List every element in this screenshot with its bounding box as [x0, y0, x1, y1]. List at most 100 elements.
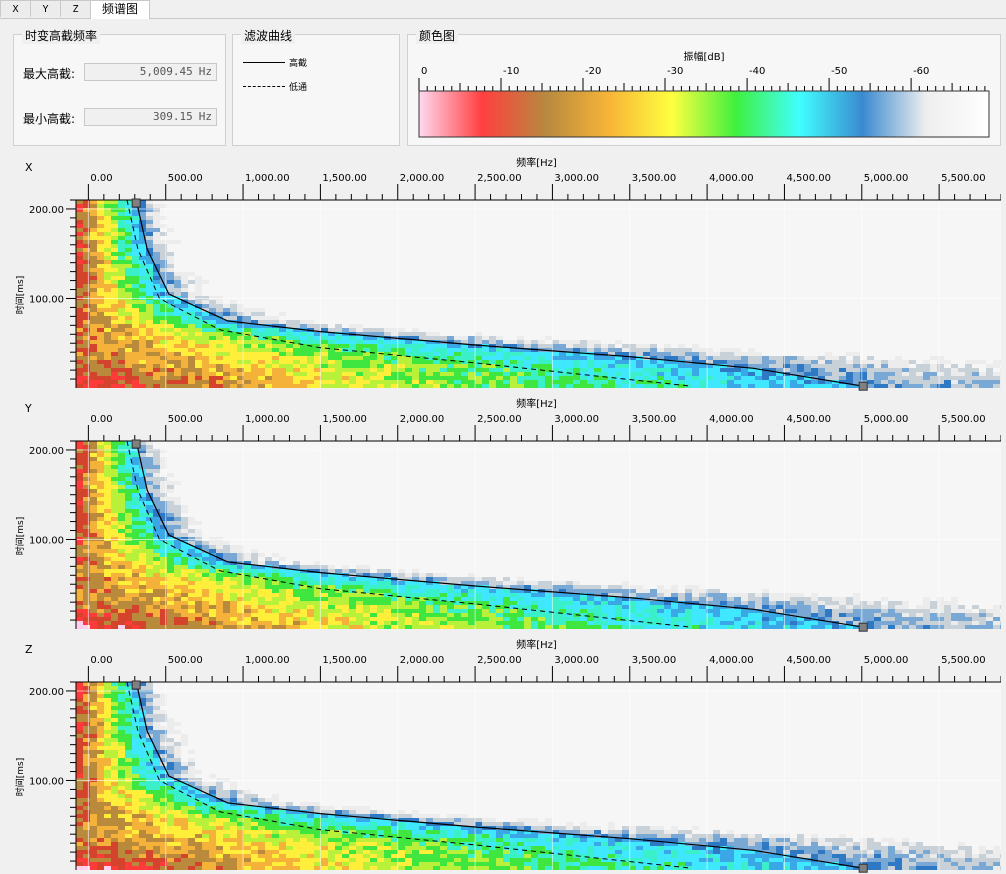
panel-axis-letter: X	[25, 161, 33, 174]
spectrogram-panel-y: Y 频率[Hz] 时间[ms] 0.00 500.00 1,000.00 1,500.00 2…	[13, 396, 1001, 632]
x-tick-label: 3,500.00	[632, 655, 677, 666]
x-tick-label: 2,500.00	[477, 414, 522, 425]
filter-group-title: 滤波曲线	[241, 27, 296, 44]
min-cutoff-unit: Hz	[198, 110, 212, 123]
x-tick-label: 4,000.00	[709, 655, 754, 666]
cutoff-frequency-group: 时变高截频率 最大高截: 5,009.45 Hz 最小高截: 309.15 Hz	[13, 27, 226, 146]
high-cut-curve	[135, 681, 864, 869]
high-cut-top-handle[interactable]	[131, 198, 141, 208]
x-tick-label: 1,000.00	[245, 414, 290, 425]
colorbar-tick-label: 0	[421, 66, 427, 77]
cutoff-group-title: 时变高截频率	[22, 27, 101, 44]
colormap-group-title: 颜色图	[416, 27, 459, 44]
colorbar-tick-label: -60	[913, 66, 929, 77]
x-tick-label: 3,500.00	[632, 173, 677, 184]
x-tick-label: 500.00	[168, 414, 203, 425]
x-tick-label: 1,000.00	[245, 173, 290, 184]
high-cut-top-handle[interactable]	[131, 439, 141, 449]
min-cutoff-value: 309.15	[153, 110, 193, 123]
colorbar-tick-label: -40	[749, 66, 765, 77]
y-tick-label: 100.00	[29, 294, 64, 305]
filter-curve-group: 滤波曲线 高截 低通	[232, 27, 400, 146]
x-tick-label: 2,000.00	[400, 414, 445, 425]
tab-spectrogram[interactable]: 频谱图	[90, 0, 150, 19]
x-tick-label: 500.00	[168, 173, 203, 184]
max-cutoff-field[interactable]: 5,009.45 Hz	[84, 63, 217, 81]
max-cutoff-value: 5,009.45	[139, 65, 193, 78]
x-axis-label: 频率[Hz]	[516, 397, 557, 410]
x-tick-label: 0.00	[90, 414, 112, 425]
colormap-group: 颜色图 振幅[dB] 0 -10 -20 -30 -40 -50 -60	[407, 27, 1001, 146]
y-axis-label: 时间[ms]	[14, 758, 26, 796]
x-tick-label: 2,500.00	[477, 173, 522, 184]
high-cut-top-handle[interactable]	[131, 680, 141, 690]
tab-z[interactable]: Z	[60, 0, 91, 17]
y-axis-label: 时间[ms]	[14, 276, 26, 314]
spectrogram-x[interactable]: X 频率[Hz] 时间[ms] 0.00 500.00 1,000.00 1,500.00 2…	[13, 155, 1001, 391]
colorbar-axis-label: 振幅[dB]	[683, 50, 724, 63]
x-tick-label: 3,500.00	[632, 414, 677, 425]
x-tick-label: 2,000.00	[400, 173, 445, 184]
y-tick-label: 200.00	[29, 687, 64, 698]
x-axis-label: 频率[Hz]	[516, 638, 557, 651]
max-cutoff-label: 最大高截:	[23, 67, 76, 81]
solid-line-swatch	[243, 62, 285, 63]
high-cut-bottom-handle[interactable]	[858, 381, 868, 391]
x-tick-label: 4,500.00	[786, 414, 831, 425]
y-axis-label: 时间[ms]	[14, 517, 26, 555]
high-cut-bottom-handle[interactable]	[858, 863, 868, 873]
tab-x[interactable]: X	[0, 0, 31, 17]
colorbar-gradient	[418, 90, 990, 138]
x-tick-label: 2,000.00	[400, 655, 445, 666]
panel-axis-letter: Z	[25, 643, 33, 656]
x-tick-label: 2,500.00	[477, 655, 522, 666]
heatmap-cells	[76, 200, 1001, 388]
min-cutoff-field[interactable]: 309.15 Hz	[84, 108, 217, 126]
y-tick-label: 200.00	[29, 446, 64, 457]
high-cut-bottom-handle[interactable]	[858, 622, 868, 632]
x-tick-label: 5,000.00	[864, 655, 909, 666]
x-tick-label: 3,000.00	[554, 655, 599, 666]
lowpass-legend-label: 低通	[289, 83, 308, 93]
colorbar-tick-label: -50	[831, 66, 847, 77]
colorbar-tick-label: -20	[585, 66, 601, 77]
y-tick-label: 100.00	[29, 776, 64, 787]
colorbar-tick-label: -10	[503, 66, 519, 77]
high-cut-curve	[135, 440, 864, 628]
x-tick-label: 3,000.00	[554, 173, 599, 184]
spectrogram-y[interactable]: Y 频率[Hz] 时间[ms] 0.00 500.00 1,000.00 1,500.00 2…	[13, 396, 1001, 632]
x-tick-label: 0.00	[90, 173, 112, 184]
x-tick-label: 4,000.00	[709, 173, 754, 184]
spectrogram-panel-z: Z 频率[Hz] 时间[ms] 0.00 500.00 1,000.00 1,500.00 2…	[13, 637, 1001, 873]
x-tick-label: 0.00	[90, 655, 112, 666]
x-tick-label: 5,500.00	[941, 414, 986, 425]
high-cut-legend-label: 高截	[289, 59, 308, 69]
high-cut-curve	[135, 199, 864, 387]
x-tick-label: 4,500.00	[786, 655, 831, 666]
y-tick-label: 200.00	[29, 205, 64, 216]
x-tick-label: 4,500.00	[786, 173, 831, 184]
colorbar-tick-label: -30	[667, 66, 683, 77]
x-tick-label: 1,500.00	[322, 414, 367, 425]
dashed-line-swatch	[243, 86, 285, 87]
y-tick-label: 100.00	[29, 535, 64, 546]
colorbar: 振幅[dB] 0 -10 -20 -30 -40 -50 -60	[418, 50, 990, 138]
x-tick-label: 1,500.00	[322, 173, 367, 184]
spectrogram-panel-x: X 频率[Hz] 时间[ms] 0.00 500.00 1,000.00 1,500.00 2…	[13, 155, 1001, 391]
panel-axis-letter: Y	[24, 402, 32, 415]
min-cutoff-label: 最小高截:	[23, 112, 76, 126]
x-tick-label: 1,000.00	[245, 655, 290, 666]
x-axis-label: 频率[Hz]	[516, 156, 557, 169]
x-tick-label: 3,000.00	[554, 414, 599, 425]
x-tick-label: 4,000.00	[709, 414, 754, 425]
tab-bar: X Y Z 频谱图	[0, 0, 1006, 19]
spectrogram-z[interactable]: Z 频率[Hz] 时间[ms] 0.00 500.00 1,000.00 1,500.00 2…	[13, 637, 1001, 873]
max-cutoff-unit: Hz	[198, 65, 212, 78]
x-tick-label: 500.00	[168, 655, 203, 666]
heatmap-cells	[76, 441, 1001, 629]
x-tick-label: 5,000.00	[864, 414, 909, 425]
x-tick-label: 5,500.00	[941, 655, 986, 666]
x-tick-label: 1,500.00	[322, 655, 367, 666]
x-tick-label: 5,500.00	[941, 173, 986, 184]
tab-y[interactable]: Y	[30, 0, 61, 17]
